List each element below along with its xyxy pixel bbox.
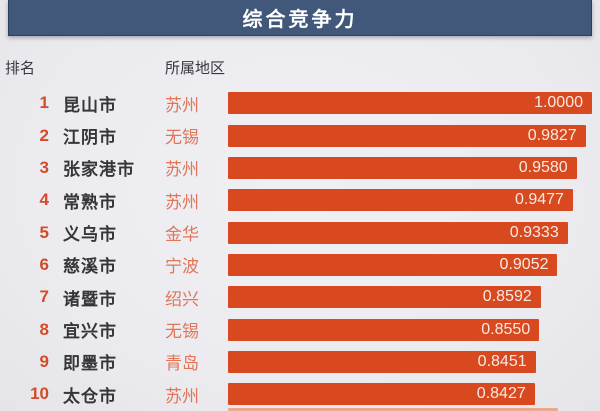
city-label: 即墨市 — [63, 354, 117, 374]
column-header-region: 所属地区 — [165, 60, 226, 77]
ranking-row: 7 诸暨市 绍兴 0.8592 — [0, 281, 600, 313]
rank-label: 8 — [39, 319, 49, 339]
partial-bar-row-11 — [228, 408, 558, 411]
bar-track: 0.8550 — [228, 318, 592, 341]
ranking-row: 4 常熟市 苏州 0.9477 — [0, 184, 600, 216]
bar-track: 0.8592 — [228, 286, 592, 309]
region-label: 宁波 — [165, 257, 199, 277]
chart-title-bar: 综合竞争力 — [8, 0, 592, 36]
bar-track: 0.9477 — [228, 189, 592, 212]
city-label: 江阴市 — [63, 128, 117, 148]
value-bar: 0.9477 — [228, 189, 573, 212]
value-label: 1.0000 — [534, 94, 583, 112]
city-label: 太仓市 — [63, 386, 117, 406]
rank-label: 10 — [30, 384, 49, 404]
value-label: 0.9052 — [499, 255, 549, 273]
ranking-row: 6 慈溪市 宁波 0.9052 — [0, 249, 600, 281]
value-label: 0.9580 — [518, 158, 568, 176]
bar-track: 0.8451 — [228, 350, 592, 373]
rank-label: 7 — [39, 287, 49, 307]
region-label: 无锡 — [165, 322, 199, 342]
city-label: 宜兴市 — [63, 322, 117, 342]
ranking-row: 2 江阴市 无锡 0.9827 — [0, 119, 600, 151]
value-label: 0.9477 — [515, 191, 564, 209]
chart-title: 综合竞争力 — [242, 9, 358, 31]
rank-label: 4 — [39, 190, 49, 210]
ranking-row: 5 义乌市 金华 0.9333 — [0, 216, 600, 248]
rank-label: 5 — [39, 222, 49, 242]
value-bar: 0.8427 — [228, 383, 535, 406]
region-label: 绍兴 — [165, 289, 199, 309]
value-label: 0.8592 — [482, 288, 532, 306]
bar-track: 0.9052 — [228, 253, 592, 276]
ranking-row: 9 即墨市 青岛 0.8451 — [0, 346, 600, 378]
value-label: 0.8451 — [477, 352, 527, 370]
bar-track: 0.9827 — [228, 124, 592, 147]
rank-label: 1 — [39, 93, 49, 113]
value-bar: 0.9827 — [228, 124, 586, 147]
region-label: 苏州 — [165, 160, 199, 180]
bar-track: 0.8427 — [228, 383, 592, 406]
value-bar: 1.0000 — [228, 92, 592, 115]
bar-track: 0.9333 — [228, 221, 592, 244]
city-label: 昆山市 — [63, 95, 117, 115]
rank-label: 3 — [39, 157, 49, 177]
rank-label: 9 — [39, 351, 49, 371]
city-label: 常熟市 — [63, 192, 117, 212]
region-label: 苏州 — [165, 192, 199, 212]
value-label: 0.8550 — [481, 320, 531, 338]
region-label: 青岛 — [165, 354, 199, 374]
ranking-row: 1 昆山市 苏州 1.0000 — [0, 87, 600, 119]
region-label: 金华 — [165, 225, 199, 245]
value-bar: 0.9580 — [228, 156, 577, 179]
rank-label: 2 — [39, 125, 49, 145]
region-label: 苏州 — [165, 95, 199, 115]
rank-label: 6 — [39, 254, 49, 274]
value-bar: 0.9052 — [228, 253, 558, 276]
column-header-rank: 排名 — [5, 60, 36, 77]
value-label: 0.9827 — [527, 126, 577, 144]
column-headers: 排名 所属地区 — [0, 57, 600, 79]
ranking-row: 10 太仓市 苏州 0.8427 — [0, 378, 600, 410]
value-bar: 0.8550 — [228, 318, 540, 341]
region-label: 苏州 — [165, 386, 199, 406]
city-label: 义乌市 — [63, 225, 117, 245]
value-bar: 0.9333 — [228, 221, 568, 244]
city-label: 慈溪市 — [63, 257, 117, 277]
value-label: 0.8427 — [476, 385, 526, 403]
ranking-row: 3 张家港市 苏州 0.9580 — [0, 152, 600, 184]
bar-track: 1.0000 — [228, 92, 592, 115]
value-label: 0.9333 — [509, 223, 559, 241]
ranking-rows: 1 昆山市 苏州 1.0000 2 江阴市 无锡 0.9827 3 张家港市 苏州 0.9580 4 常熟… — [0, 87, 600, 410]
city-label: 张家港市 — [63, 160, 135, 180]
city-label: 诸暨市 — [63, 289, 117, 309]
value-bar: 0.8592 — [228, 286, 541, 309]
region-label: 无锡 — [165, 128, 199, 148]
ranking-row: 8 宜兴市 无锡 0.8550 — [0, 313, 600, 345]
bar-track: 0.9580 — [228, 156, 592, 179]
value-bar: 0.8451 — [228, 350, 536, 373]
